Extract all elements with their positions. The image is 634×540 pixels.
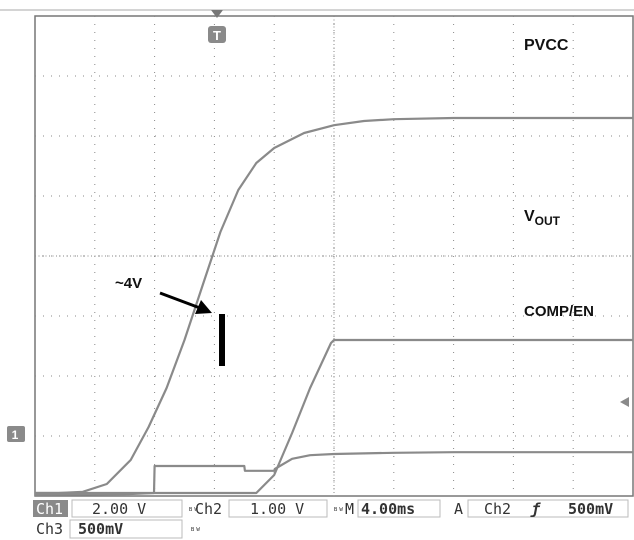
annotation-4v: ~4V bbox=[115, 275, 142, 292]
svg-text:Ch3: Ch3 bbox=[36, 520, 63, 538]
svg-text:Ch1: Ch1 bbox=[36, 500, 63, 518]
label-pvcc: PVCC bbox=[524, 37, 569, 54]
svg-text:M: M bbox=[345, 500, 354, 518]
trace-comp-en bbox=[34, 451, 633, 496]
voltage-marker bbox=[219, 314, 225, 366]
readout-bar: Ch1 2.00 V ᴮᵂ Ch2 1.00 V ᴮᵂ M 4.00ms A C… bbox=[33, 499, 629, 539]
svg-text:1: 1 bbox=[12, 428, 19, 442]
offset-arrow-icon bbox=[620, 397, 629, 407]
svg-text:T: T bbox=[213, 28, 221, 43]
svg-text:ᴮᵂ: ᴮᵂ bbox=[190, 527, 201, 537]
label-vout: VOUT bbox=[524, 208, 561, 228]
svg-text:2.00 V: 2.00 V bbox=[92, 500, 146, 518]
svg-text:4.00ms: 4.00ms bbox=[361, 500, 415, 518]
channel-ground-marker: 1 bbox=[7, 426, 25, 442]
svg-text:Ch2: Ch2 bbox=[484, 500, 511, 518]
label-comp-en: COMP/EN bbox=[524, 303, 594, 320]
svg-text:500mV: 500mV bbox=[78, 520, 123, 538]
svg-text:1.00 V: 1.00 V bbox=[250, 500, 304, 518]
svg-text:Ch2: Ch2 bbox=[195, 500, 222, 518]
annotation-arrow bbox=[159, 291, 212, 314]
svg-text:ᴮᵂ: ᴮᵂ bbox=[188, 507, 199, 517]
scope-graticule bbox=[0, 9, 634, 497]
trigger-marker: T bbox=[208, 10, 226, 43]
svg-text:ᴮᵂ: ᴮᵂ bbox=[333, 507, 344, 517]
svg-text:A: A bbox=[454, 500, 463, 518]
svg-text:ƒ: ƒ bbox=[530, 500, 541, 518]
svg-text:500mV: 500mV bbox=[568, 500, 613, 518]
scope-traces bbox=[34, 116, 633, 496]
trace-vout bbox=[35, 338, 633, 495]
trace-pvcc bbox=[35, 116, 633, 495]
